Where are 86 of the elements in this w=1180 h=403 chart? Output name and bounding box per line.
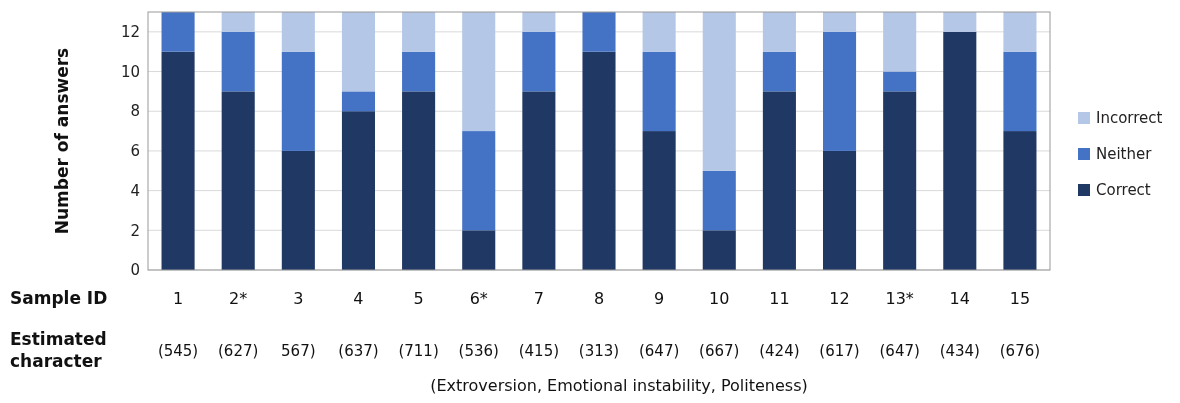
bar bbox=[883, 71, 917, 92]
bar bbox=[522, 31, 556, 92]
text: (415) bbox=[518, 342, 560, 360]
bar bbox=[402, 12, 436, 52]
text: (434) bbox=[939, 342, 980, 360]
bar bbox=[221, 31, 255, 92]
bar bbox=[642, 51, 676, 132]
bar bbox=[221, 12, 255, 32]
text: (711) bbox=[398, 342, 439, 360]
bar bbox=[341, 12, 375, 92]
bar bbox=[883, 12, 917, 72]
x-tick-label: 8 bbox=[593, 289, 605, 308]
bar bbox=[462, 131, 496, 231]
x-tick-label: 12 bbox=[829, 289, 850, 308]
bar bbox=[823, 31, 857, 151]
x-tick-label: 11 bbox=[769, 289, 790, 308]
bar bbox=[762, 91, 796, 270]
legend-label: Neither bbox=[1096, 145, 1153, 164]
bar bbox=[402, 51, 436, 92]
x-tick-label: 13* bbox=[885, 289, 914, 308]
y-tick-label: 4 bbox=[130, 181, 140, 200]
bar bbox=[281, 51, 315, 151]
y-tick-label: 0 bbox=[130, 261, 140, 280]
x-tick-label: 4 bbox=[353, 289, 364, 308]
bar bbox=[341, 91, 375, 112]
x-tick-label: 5 bbox=[413, 289, 424, 308]
x-tick-label: 2* bbox=[229, 289, 248, 308]
x-tick-label: 7 bbox=[533, 289, 544, 308]
text: (637) bbox=[338, 342, 379, 360]
y-axis-title: Number of answers bbox=[52, 47, 72, 235]
x-tick-label: 9 bbox=[654, 289, 665, 308]
text: (647) bbox=[879, 342, 920, 360]
bar bbox=[522, 91, 556, 270]
bar bbox=[522, 12, 556, 32]
bar bbox=[1003, 12, 1037, 52]
x-tick-label: 14 bbox=[949, 289, 970, 308]
text: Sample ID bbox=[10, 288, 108, 308]
bar bbox=[762, 12, 796, 52]
text: (647) bbox=[638, 342, 680, 360]
bar bbox=[823, 12, 857, 32]
x-tick-label: 1 bbox=[172, 289, 184, 308]
bar bbox=[943, 12, 977, 32]
bar bbox=[943, 31, 977, 270]
y-tick-label: 6 bbox=[130, 142, 140, 161]
bar bbox=[582, 12, 616, 52]
y-tick-label: 8 bbox=[130, 102, 140, 121]
bar bbox=[582, 51, 616, 270]
x-tick-label: 3 bbox=[293, 289, 304, 308]
bar bbox=[341, 111, 375, 270]
bar bbox=[762, 51, 796, 92]
legend-label: Incorrect bbox=[1096, 109, 1163, 128]
bar bbox=[161, 12, 195, 52]
bar bbox=[883, 91, 917, 270]
text: (627) bbox=[218, 342, 259, 360]
text: (667) bbox=[699, 342, 740, 360]
text: (545) bbox=[157, 342, 199, 360]
bar bbox=[642, 131, 676, 270]
text: Estimated character bbox=[10, 329, 107, 371]
text: 567) bbox=[281, 342, 316, 360]
text: (676) bbox=[999, 342, 1041, 360]
y-tick-label: 12 bbox=[120, 23, 140, 42]
x-tick-label: 10 bbox=[709, 289, 730, 308]
x-axis-title: (Extroversion, Emotional instability, Politeness) bbox=[430, 376, 808, 395]
bar bbox=[702, 170, 736, 231]
bar bbox=[702, 12, 736, 171]
y-tick-label: 2 bbox=[130, 221, 140, 240]
bar bbox=[281, 150, 315, 270]
bar bbox=[642, 12, 676, 52]
bar bbox=[823, 150, 857, 270]
text: (617) bbox=[819, 342, 860, 360]
bar bbox=[161, 51, 195, 270]
bar bbox=[1003, 51, 1037, 132]
bar bbox=[221, 91, 255, 270]
text: (424) bbox=[759, 342, 800, 360]
text: (536) bbox=[458, 342, 499, 360]
bar bbox=[702, 230, 736, 270]
bar bbox=[462, 230, 496, 270]
y-tick-label: 10 bbox=[120, 62, 140, 81]
bar bbox=[402, 91, 436, 270]
bar bbox=[281, 12, 315, 52]
text: (313) bbox=[578, 342, 620, 360]
x-tick-label: 15 bbox=[1009, 289, 1031, 308]
x-tick-label: 6* bbox=[469, 289, 488, 308]
bar bbox=[1003, 131, 1037, 270]
legend-label: Correct bbox=[1096, 181, 1151, 200]
bar bbox=[462, 12, 496, 132]
